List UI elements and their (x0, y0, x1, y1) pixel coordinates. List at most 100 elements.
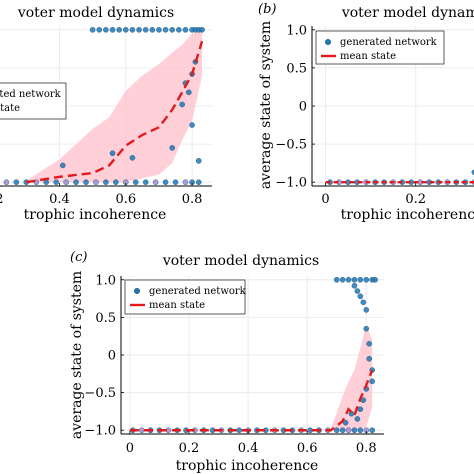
data-point (156, 27, 162, 33)
data-point (149, 27, 156, 33)
data-point (342, 419, 349, 426)
data-point (59, 162, 66, 169)
data-point (138, 427, 145, 434)
data-point (357, 293, 364, 300)
data-point (63, 179, 69, 185)
data-point (136, 27, 142, 33)
y-tick-label: 0.5 (286, 61, 307, 76)
legend-label: mean state (0, 103, 20, 114)
x-tick-label: 0.6 (297, 441, 318, 456)
data-point (366, 355, 373, 362)
data-point (109, 150, 116, 157)
data-point (357, 406, 364, 412)
y-tick-label: 0.5 (95, 311, 116, 326)
data-point (195, 179, 202, 185)
plot-area (129, 276, 378, 434)
data-point (369, 378, 375, 385)
data-point (354, 416, 361, 422)
data-point (339, 276, 346, 283)
legend-marker-points (133, 288, 140, 295)
data-point (333, 276, 340, 283)
x-axis-label: trophic incoherence (341, 207, 474, 223)
data-point (73, 179, 79, 185)
data-point (182, 27, 189, 33)
data-point (116, 27, 122, 33)
legend-marker-points (325, 39, 332, 46)
x-tick-label: 0 (126, 441, 134, 456)
data-point (103, 27, 109, 33)
data-point (333, 427, 340, 434)
data-point (351, 276, 358, 283)
chart-title: voter model dynamics (162, 253, 319, 269)
panel-label: (c) (70, 250, 87, 265)
chart-title: voter model dynamics (17, 5, 174, 21)
data-point (179, 101, 185, 108)
chart-panel-a: 0.2 0.4 0.6 0.8 voter model dynamics trophic … (0, 5, 212, 223)
x-tick-label: 0.8 (182, 192, 203, 207)
data-point (169, 145, 176, 151)
data-point (471, 169, 474, 176)
chart-title: voter model dynamics (341, 5, 474, 21)
x-tick-label: 0.2 (179, 441, 200, 456)
panel-label: (b) (258, 2, 276, 17)
data-point (199, 27, 205, 33)
y-tick-label: 0 (299, 100, 307, 115)
data-point (345, 427, 352, 434)
legend: generated network mean state (124, 279, 247, 315)
confidence-band (26, 29, 203, 183)
legend: generated network mean state (315, 30, 445, 65)
data-point (13, 179, 20, 185)
data-point (366, 340, 373, 347)
x-tick-label: 0.2 (405, 192, 426, 207)
mean-state-line (129, 369, 374, 432)
plot-area (3, 27, 205, 185)
y-tick-label: 0 (108, 349, 116, 364)
data-point (162, 27, 169, 33)
legend: generated network mean state (0, 82, 67, 120)
x-tick-label: 0.2 (0, 192, 4, 207)
x-axis-label: trophic incoherence (24, 207, 167, 223)
legend-label: mean state (340, 51, 396, 62)
data-point (176, 27, 182, 33)
data-point (195, 158, 202, 164)
data-point (89, 27, 96, 33)
data-point (357, 427, 364, 434)
data-point (129, 155, 136, 161)
y-tick-label: 1.0 (95, 273, 116, 288)
data-point (113, 179, 119, 185)
data-point (363, 276, 370, 283)
x-tick-label: 0 (321, 192, 329, 207)
x-tick-label: 0.4 (49, 192, 70, 207)
data-point (345, 276, 352, 283)
data-point (129, 27, 136, 33)
data-point (142, 179, 149, 185)
mean-state-line (26, 40, 204, 184)
data-point (357, 276, 364, 283)
legend-label: generated network (340, 37, 438, 48)
data-point (372, 276, 378, 283)
y-axis-label: average state of system (69, 271, 85, 439)
y-axis-label: average state of system (258, 21, 274, 189)
data-point (142, 27, 149, 33)
chart-panel-c: 0 0.2 0.4 0.6 0.8 −1.0 −0.5 0 0.5 1.0 voter model … (69, 250, 384, 474)
confidence-band (129, 324, 373, 431)
data-point (182, 179, 189, 185)
legend-label: generated network (0, 89, 62, 100)
legend-label: generated network (149, 286, 247, 297)
data-point (185, 89, 192, 96)
data-point (363, 307, 370, 313)
data-point (162, 179, 169, 185)
data-point (152, 179, 159, 185)
data-point (132, 179, 139, 185)
x-tick-label: 0.8 (356, 441, 377, 456)
legend-label: mean state (149, 300, 205, 311)
data-point (53, 179, 59, 185)
data-point (93, 179, 99, 185)
data-point (369, 427, 375, 434)
data-point (172, 179, 179, 185)
data-point (109, 27, 116, 33)
y-tick-label: 1.0 (286, 23, 307, 38)
data-point (339, 427, 346, 434)
